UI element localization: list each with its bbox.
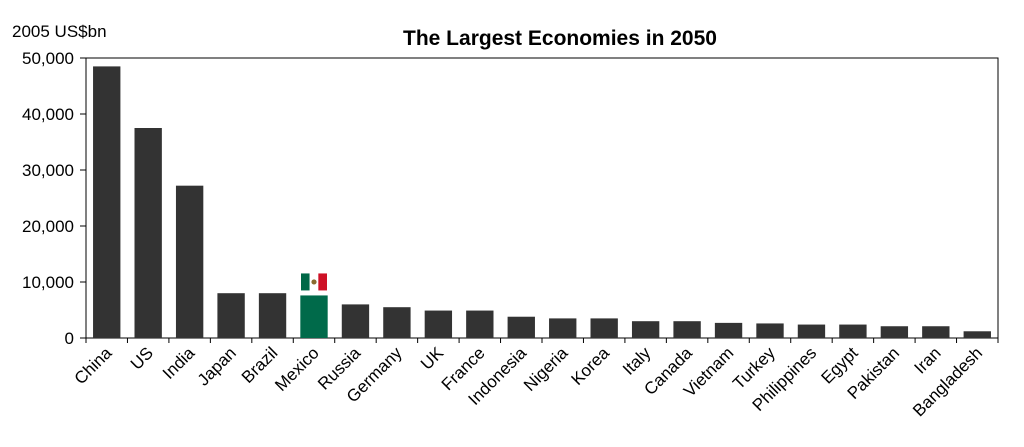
- x-tick-label: China: [71, 343, 116, 388]
- bar-vietnam: [714, 322, 743, 338]
- y-axis: 0 10,000 20,000 30,000 40,000 50,000: [22, 49, 86, 348]
- bar-bangladesh: [963, 331, 991, 338]
- x-tick-label: India: [159, 343, 199, 383]
- y-tick-label: 10,000: [22, 273, 74, 292]
- y-tick-label: 20,000: [22, 217, 74, 236]
- bar-russia: [341, 304, 370, 338]
- bar-japan: [217, 293, 245, 338]
- bar-canada: [673, 321, 701, 338]
- bar-india: [175, 185, 204, 338]
- y-axis-unit-label: 2005 US$bn: [12, 22, 107, 41]
- x-tick-label: Italy: [619, 343, 655, 379]
- mexico-flag-icon: [301, 273, 327, 291]
- x-tick-label: Nigeria: [520, 343, 572, 395]
- bar-turkey: [756, 323, 784, 338]
- bar-iran: [922, 326, 950, 338]
- bar-korea: [590, 318, 618, 338]
- flag-red-stripe: [318, 273, 327, 291]
- bar-us: [134, 128, 162, 338]
- bar-uk: [424, 310, 453, 338]
- y-tick-label: 30,000: [22, 161, 74, 180]
- bar-france: [466, 310, 494, 338]
- bar-italy: [631, 321, 660, 338]
- bar-indonesia: [507, 316, 535, 338]
- bar-mexico: [300, 295, 328, 338]
- bar-china: [93, 66, 121, 339]
- y-tick-label: 50,000: [22, 49, 74, 68]
- bar-philippines: [797, 324, 826, 338]
- bar-pakistan: [880, 326, 909, 338]
- bar-egypt: [839, 324, 867, 338]
- x-tick-label: Mexico: [271, 343, 323, 395]
- bar-germany: [383, 307, 411, 338]
- bar-brazil: [258, 293, 287, 338]
- y-tick-label: 0: [65, 329, 74, 348]
- x-tick-label: Korea: [567, 343, 613, 389]
- y-tick-label: 40,000: [22, 105, 74, 124]
- x-tick-label: Iran: [910, 343, 944, 377]
- chart-title: The Largest Economies in 2050: [403, 27, 717, 50]
- x-tick-label: Japan: [194, 343, 240, 389]
- bars: [93, 66, 991, 339]
- x-axis: China US IndiaJapanBrazilMexicoRussiaGerma…: [71, 338, 999, 420]
- bar-nigeria: [549, 318, 577, 338]
- x-tick-label: UK: [417, 343, 448, 374]
- x-tick-label: US: [127, 343, 157, 373]
- flag-green-stripe: [301, 273, 310, 291]
- flag-emblem: [311, 279, 317, 285]
